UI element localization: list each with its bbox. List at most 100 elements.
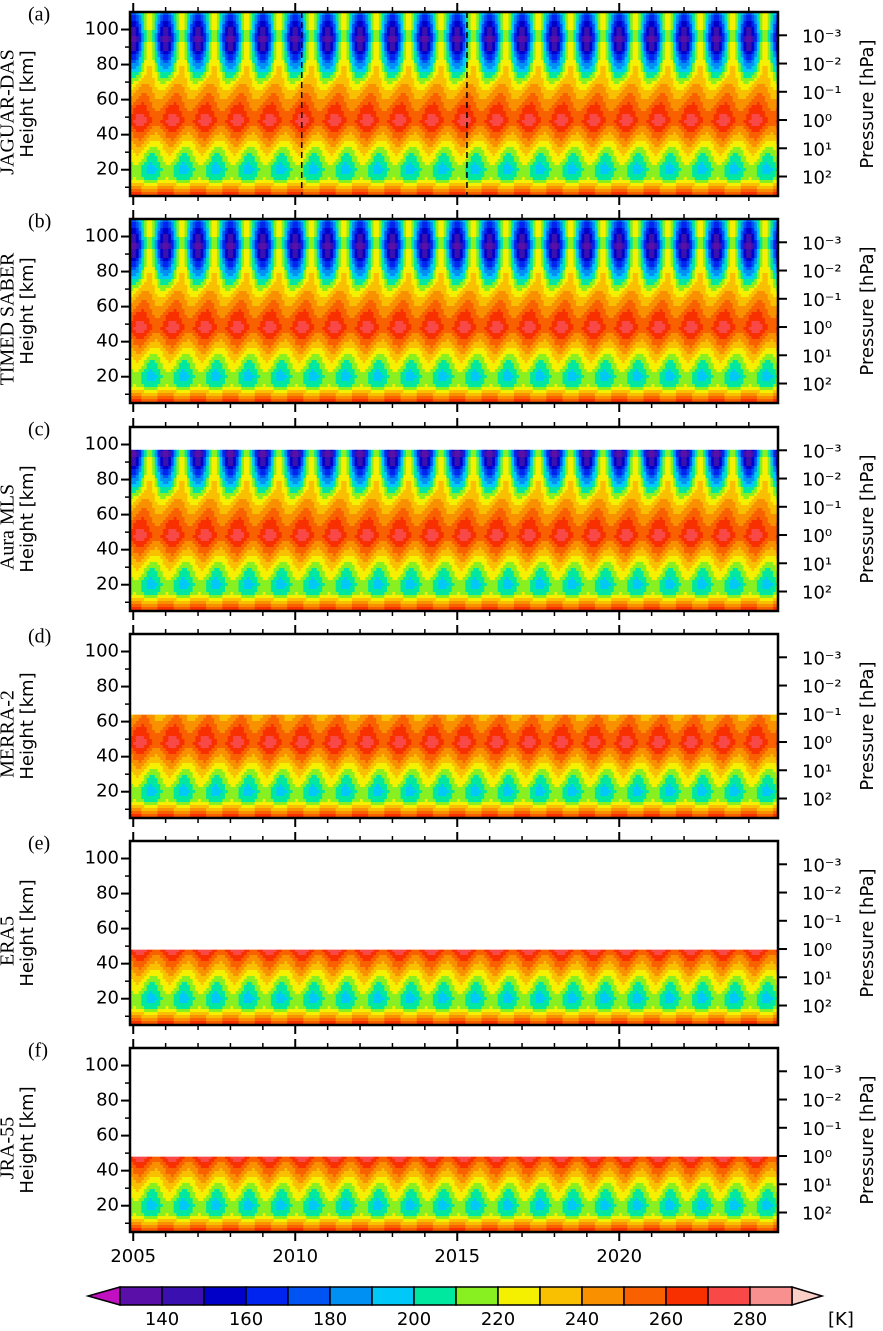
panel: 20 40 60 80 100 10⁻³ 10⁻² 10⁻¹ 10⁰ 10¹ 10² Height [… <box>0 625 878 827</box>
y-axis-label: Height [km] <box>17 672 38 779</box>
panel-name: MERRA-2 <box>0 690 19 778</box>
plot-frame <box>128 217 780 405</box>
y-axis-label: Height [km] <box>17 1086 38 1193</box>
colorbar-segment <box>245 1286 289 1306</box>
contour-field <box>130 949 778 1025</box>
panel-label: (e) <box>28 833 50 855</box>
y2-tick-label: 10¹ <box>802 968 832 989</box>
y2-tick-label: 10⁰ <box>802 733 832 754</box>
y-tick-label: 80 <box>96 1090 119 1111</box>
y-tick-label: 40 <box>96 124 119 145</box>
colorbar-tick-label: 200 <box>397 1309 431 1330</box>
x-tick-label: 2015 <box>434 1246 480 1267</box>
y-tick-label: 80 <box>96 883 119 904</box>
y2-tick-label: 10⁻³ <box>802 26 842 47</box>
y-tick-label: 60 <box>96 296 119 317</box>
y2-tick-label: 10¹ <box>802 1175 832 1196</box>
y-tick-label: 40 <box>96 331 119 352</box>
panel-label: (c) <box>28 419 50 441</box>
y-tick-label: 40 <box>96 539 119 560</box>
panel: 20 40 60 80 100 10⁻³ 10⁻² 10⁻¹ 10⁰ 10¹ 10² Height [… <box>0 3 878 205</box>
y2-tick-label: 10⁻¹ <box>802 1119 842 1140</box>
colorbar-segment <box>371 1286 415 1306</box>
colorbar-tick-label: 160 <box>229 1309 263 1330</box>
y-axis-label: Height [km] <box>17 50 38 157</box>
y2-tick-label: 10⁻¹ <box>802 705 842 726</box>
y2-tick-label: 10⁻¹ <box>802 498 842 519</box>
contour-field <box>130 1156 778 1232</box>
y-tick-label: 20 <box>96 1195 119 1216</box>
y-tick-label: 20 <box>96 159 119 180</box>
colorbar-tick-label: 240 <box>565 1309 599 1330</box>
y2-tick-label: 10² <box>802 583 832 604</box>
y2-tick-label: 10⁰ <box>802 526 832 547</box>
panel: 20 40 60 80 100 10⁻³ 10⁻² 10⁻¹ 10⁰ 10¹ 10² Height [… <box>0 1039 878 1241</box>
y-tick-label: 40 <box>96 953 119 974</box>
panel-label: (a) <box>28 4 50 26</box>
colorbar-tick-label: 260 <box>649 1309 683 1330</box>
x-tick-label: 2010 <box>272 1246 318 1267</box>
colorbar-segment <box>707 1286 751 1306</box>
panel: 20 40 60 80 100 10⁻³ 10⁻² 10⁻¹ 10⁰ 10¹ 10² Height [… <box>0 210 878 412</box>
y2-tick-label: 10⁻¹ <box>802 290 842 311</box>
panel-label: (d) <box>28 626 51 648</box>
y2-tick-label: 10⁰ <box>802 318 832 339</box>
y-tick-label: 60 <box>96 89 119 110</box>
y-tick-label: 80 <box>96 676 119 697</box>
y2-tick-label: 10¹ <box>802 554 832 575</box>
y-tick-label: 40 <box>96 746 119 767</box>
colorbar-segment <box>623 1286 667 1306</box>
y-tick-label: 80 <box>96 469 119 490</box>
y2-tick-label: 10⁰ <box>802 1147 832 1168</box>
y-tick-label: 20 <box>96 781 119 802</box>
y2-tick-label: 10⁻³ <box>802 233 842 254</box>
y2-tick-label: 10⁻² <box>802 262 842 283</box>
y2-tick-label: 10⁻³ <box>802 441 842 462</box>
colorbar-segment <box>539 1286 583 1306</box>
panel-name: JAGUAR-DAS <box>0 49 19 175</box>
y2-tick-label: 10¹ <box>802 346 832 367</box>
colorbar-unit: [K] <box>828 1309 854 1330</box>
y-tick-label: 20 <box>96 574 119 595</box>
colorbar-under <box>85 1286 121 1306</box>
y2-tick-label: 10⁻² <box>802 677 842 698</box>
colorbar-segment <box>749 1286 793 1306</box>
y2-tick-label: 10² <box>802 997 832 1018</box>
y2-axis-label: Pressure [hPa] <box>857 246 878 375</box>
y-tick-label: 40 <box>96 1160 119 1181</box>
y-tick-label: 100 <box>85 19 119 40</box>
y2-tick-label: 10⁻² <box>802 884 842 905</box>
y2-tick-label: 10¹ <box>802 139 832 160</box>
colorbar-segment <box>665 1286 709 1306</box>
y2-axis-label: Pressure [hPa] <box>857 454 878 583</box>
y-tick-label: 80 <box>96 54 119 75</box>
panel-name: ERA5 <box>0 916 19 966</box>
plot-frame <box>128 632 780 820</box>
panel-label: (f) <box>28 1040 48 1062</box>
plot-frame <box>128 1046 780 1234</box>
colorbar-segment <box>413 1286 457 1306</box>
y2-tick-label: 10⁻² <box>802 55 842 76</box>
contour-field <box>130 714 778 818</box>
colorbar-segment <box>329 1286 373 1306</box>
y2-tick-label: 10⁻¹ <box>802 912 842 933</box>
x-tick-label: 2005 <box>110 1246 156 1267</box>
y-tick-label: 100 <box>85 434 119 455</box>
colorbar-segment <box>203 1286 247 1306</box>
panel: 20 40 60 80 100 10⁻³ 10⁻² 10⁻¹ 10⁰ 10¹ 10² Height [… <box>0 418 878 620</box>
colorbar-tick-label: 220 <box>481 1309 515 1330</box>
panel-name: Aura MLS <box>0 484 19 570</box>
colorbar-tick-label: 180 <box>313 1309 347 1330</box>
colorbar-segment <box>581 1286 625 1306</box>
y2-tick-label: 10⁰ <box>802 111 832 132</box>
y-tick-label: 80 <box>96 261 119 282</box>
panel: 20 40 60 80 100 10⁻³ 10⁻² 10⁻¹ 10⁰ 10¹ 10² Height [… <box>0 832 878 1034</box>
x-tick-label: 2020 <box>596 1246 642 1267</box>
colorbar-segment <box>287 1286 331 1306</box>
plot-frame <box>128 425 780 613</box>
y2-tick-label: 10² <box>802 168 832 189</box>
panel-label: (b) <box>28 211 51 233</box>
y-tick-label: 100 <box>85 226 119 247</box>
y2-tick-label: 10¹ <box>802 761 832 782</box>
